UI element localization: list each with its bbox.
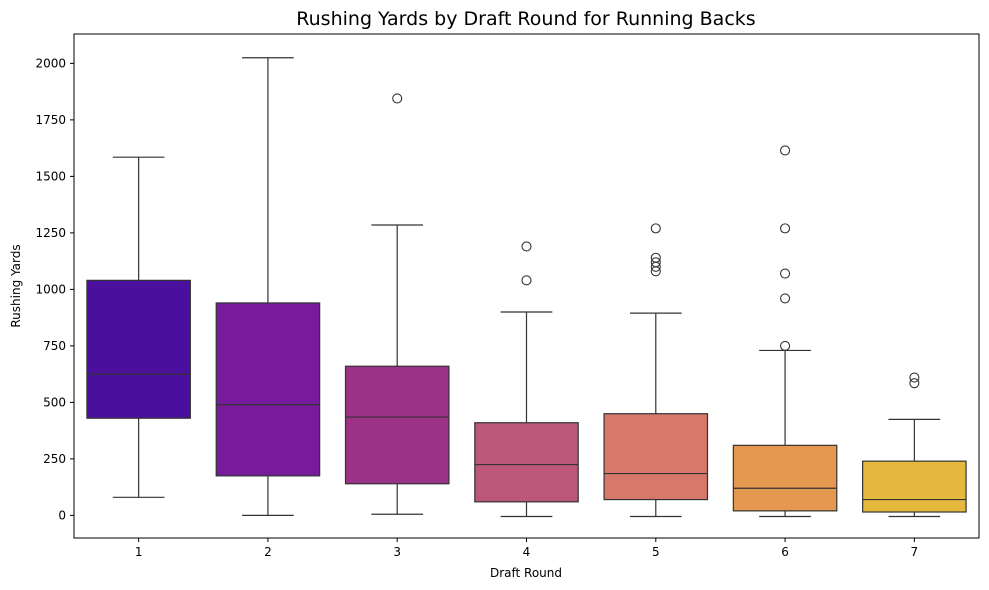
y-tick-label: 500 — [43, 395, 66, 409]
x-axis-label: Draft Round — [490, 566, 562, 580]
y-tick-label: 0 — [58, 508, 66, 522]
iqr-box — [603, 413, 709, 501]
iqr-box — [862, 460, 967, 513]
outlier-point — [780, 340, 791, 351]
x-axis: 1 2 3 4 5 6 7 — [135, 538, 918, 559]
box-round-1 — [86, 156, 191, 498]
y-tick-label: 1000 — [35, 282, 66, 296]
x-tick-label: 6 — [781, 545, 789, 559]
box-round-4 — [474, 241, 579, 518]
y-tick-label: 1750 — [35, 113, 66, 127]
box-round-5 — [603, 223, 709, 518]
box-round-2 — [215, 57, 321, 516]
outlier-point — [780, 268, 791, 279]
outlier-point — [780, 145, 791, 156]
iqr-box — [215, 302, 321, 477]
iqr-box — [344, 365, 450, 485]
outlier-point — [780, 293, 791, 304]
x-tick-label: 1 — [135, 545, 143, 559]
boxes-layer — [86, 57, 967, 518]
x-tick-label: 5 — [652, 545, 660, 559]
box-round-7 — [862, 372, 967, 518]
x-tick-label: 4 — [523, 545, 531, 559]
outlier-point — [909, 378, 920, 389]
y-tick-label: 250 — [43, 452, 66, 466]
outlier-point — [392, 93, 403, 104]
iqr-box — [732, 444, 838, 512]
x-tick-label: 7 — [911, 545, 919, 559]
outlier-point — [909, 372, 920, 383]
x-tick-label: 2 — [264, 545, 272, 559]
outlier-point — [650, 257, 661, 268]
outlier-point — [650, 223, 661, 234]
box-round-6 — [732, 145, 838, 518]
y-tick-label: 1250 — [35, 226, 66, 240]
outlier-point — [521, 275, 532, 286]
iqr-box — [474, 422, 579, 503]
iqr-box — [86, 279, 191, 419]
y-tick-label: 1500 — [35, 169, 66, 183]
outlier-point — [521, 241, 532, 252]
box-round-3 — [344, 93, 450, 515]
y-axis: 0 250 500 750 1000 1250 1500 1750 2000 — [35, 56, 74, 522]
outlier-point — [780, 223, 791, 234]
y-tick-label: 2000 — [35, 56, 66, 70]
outlier-point — [650, 252, 661, 263]
y-axis-label: Rushing Yards — [9, 244, 23, 327]
chart-title: Rushing Yards by Draft Round for Running… — [296, 8, 755, 30]
x-tick-label: 3 — [393, 545, 401, 559]
y-tick-label: 750 — [43, 339, 66, 353]
